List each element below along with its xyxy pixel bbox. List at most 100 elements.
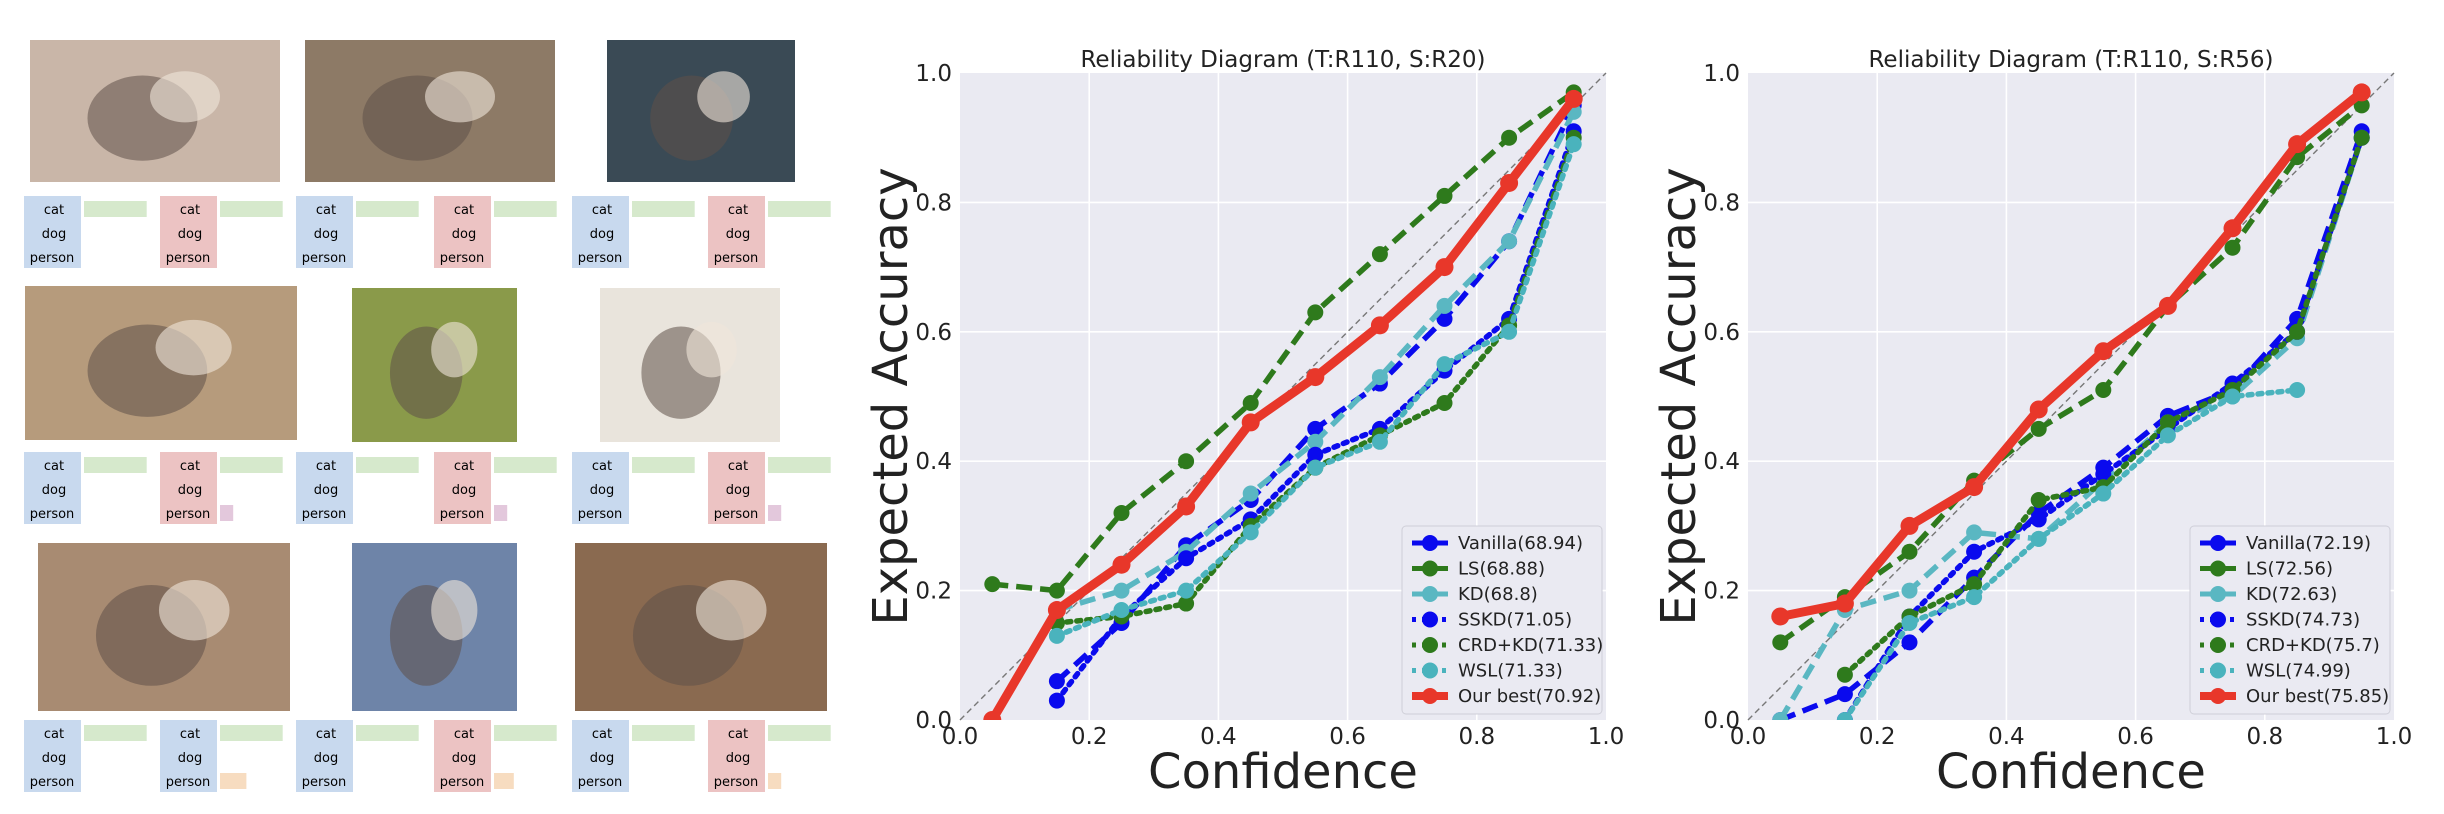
series-our-best <box>983 89 1583 720</box>
class-prob-box: cat dog person <box>434 720 557 792</box>
data-point <box>1836 712 1853 720</box>
data-point <box>1371 369 1388 386</box>
class-label-person: person <box>714 775 759 790</box>
data-point <box>1113 582 1130 599</box>
legend-label: WSL(71.33) <box>1458 661 1563 682</box>
cat-with-mask-photo <box>607 40 795 182</box>
y-tick-label: 0.4 <box>1703 449 1740 475</box>
legend-item: WSL(74.99) <box>2200 661 2351 682</box>
data-point <box>1436 310 1453 327</box>
data-point <box>1564 89 1583 108</box>
data-point <box>1048 692 1065 709</box>
class-label-person: person <box>302 775 347 790</box>
class-label-cat: cat <box>316 727 336 742</box>
prob-bar-cat <box>356 457 419 473</box>
x-tick-label: 0.8 <box>1459 724 1496 750</box>
puppy-and-kitten-photo <box>352 288 517 442</box>
data-point <box>1178 453 1195 470</box>
legend-label: CRD+KD(75.7) <box>2246 635 2380 656</box>
series-line <box>992 90 1576 594</box>
class-prob-box: cat dog person <box>572 452 695 524</box>
data-point <box>2095 382 2112 399</box>
series-our-best <box>1771 83 2371 626</box>
legend-item: SSKD(74.73) <box>2200 610 2360 631</box>
data-point <box>1500 173 1519 192</box>
legend-label: WSL(74.99) <box>2246 661 2351 682</box>
prob-bar-cat <box>494 725 557 741</box>
data-point <box>1307 420 1324 437</box>
data-point <box>1307 433 1324 450</box>
class-prob-box: cat dog person <box>160 196 283 268</box>
data-point <box>1048 627 1065 644</box>
x-axis-label: Confidence <box>1936 744 2206 800</box>
x-axis-label: Confidence <box>1148 744 1418 800</box>
legend-item: KD(72.63) <box>2200 584 2337 605</box>
data-point <box>1771 607 1790 626</box>
diagonal-line <box>959 72 1607 721</box>
legend-label: SSKD(74.73) <box>2246 610 2360 631</box>
class-label-cat: cat <box>44 727 64 742</box>
data-point <box>1901 582 1918 599</box>
legend-item: SSKD(71.05) <box>1412 610 1572 631</box>
data-point <box>1306 368 1325 387</box>
data-point <box>1966 543 1983 560</box>
data-point <box>1772 634 1789 651</box>
prob-bar-cat <box>768 201 831 217</box>
data-point <box>2030 492 2047 509</box>
data-point <box>1178 582 1195 599</box>
data-point <box>1901 543 1918 560</box>
prob-bar-cat <box>84 201 147 217</box>
data-point <box>1370 316 1389 335</box>
data-point <box>2224 239 2241 256</box>
dog-and-cat-photo <box>600 288 780 442</box>
y-tick-label: 0.0 <box>915 708 952 734</box>
data-point <box>2224 388 2241 405</box>
data-point <box>1113 602 1130 619</box>
y-tick-label: 0.2 <box>915 579 952 605</box>
y-tick-label: 1.0 <box>915 61 952 87</box>
class-label-dog: dog <box>590 751 614 766</box>
prob-bar-cat <box>220 457 283 473</box>
legend-label: SSKD(71.05) <box>1458 610 1572 631</box>
legend-label: Our best(75.85) <box>2246 686 2389 707</box>
legend-item: CRD+KD(75.7) <box>2200 635 2380 656</box>
data-point <box>1900 516 1919 535</box>
diagonal-line <box>1747 72 2395 721</box>
data-point <box>1901 634 1918 651</box>
class-label-dog: dog <box>726 751 750 766</box>
data-point <box>1436 297 1453 314</box>
class-prob-box: cat dog person <box>708 196 831 268</box>
class-label-person: person <box>440 251 485 266</box>
reliability-diagram-r56: Reliability Diagram (T:R110, S:R56) Confi… <box>1651 47 2412 800</box>
class-label-person: person <box>166 251 211 266</box>
legend-item: WSL(71.33) <box>1412 661 1563 682</box>
data-point <box>1436 394 1453 411</box>
class-label-person: person <box>166 507 211 522</box>
class-prob-box: cat dog person <box>708 720 831 792</box>
data-point <box>2159 427 2176 444</box>
class-label-dog: dog <box>726 227 750 242</box>
class-label-cat: cat <box>728 459 748 474</box>
class-label-person: person <box>30 251 75 266</box>
data-point <box>2352 83 2371 102</box>
class-label-dog: dog <box>178 483 202 498</box>
x-tick-label: 0.2 <box>1071 724 1108 750</box>
data-point <box>1835 594 1854 613</box>
legend: Vanilla(72.19) LS(72.56) KD(72.63) SSKD(74.… <box>2189 525 2391 715</box>
y-tick-label: 0.4 <box>915 449 952 475</box>
class-label-person: person <box>714 507 759 522</box>
legend-label: Vanilla(72.19) <box>2246 533 2371 554</box>
class-label-dog: dog <box>42 751 66 766</box>
class-label-person: person <box>578 775 623 790</box>
class-label-dog: dog <box>314 751 338 766</box>
class-prob-box: cat dog person <box>572 720 695 792</box>
class-label-cat: cat <box>180 203 200 218</box>
legend-item: KD(68.8) <box>1412 584 1538 605</box>
data-point <box>2289 323 2306 340</box>
data-point <box>1307 459 1324 476</box>
prob-bar-person <box>494 505 508 521</box>
x-tick-label: 0.2 <box>1859 724 1896 750</box>
y-tick-label: 0.6 <box>1703 320 1740 346</box>
reliability-diagram-r20: Reliability Diagram (T:R110, S:R20) Confi… <box>863 47 1624 800</box>
